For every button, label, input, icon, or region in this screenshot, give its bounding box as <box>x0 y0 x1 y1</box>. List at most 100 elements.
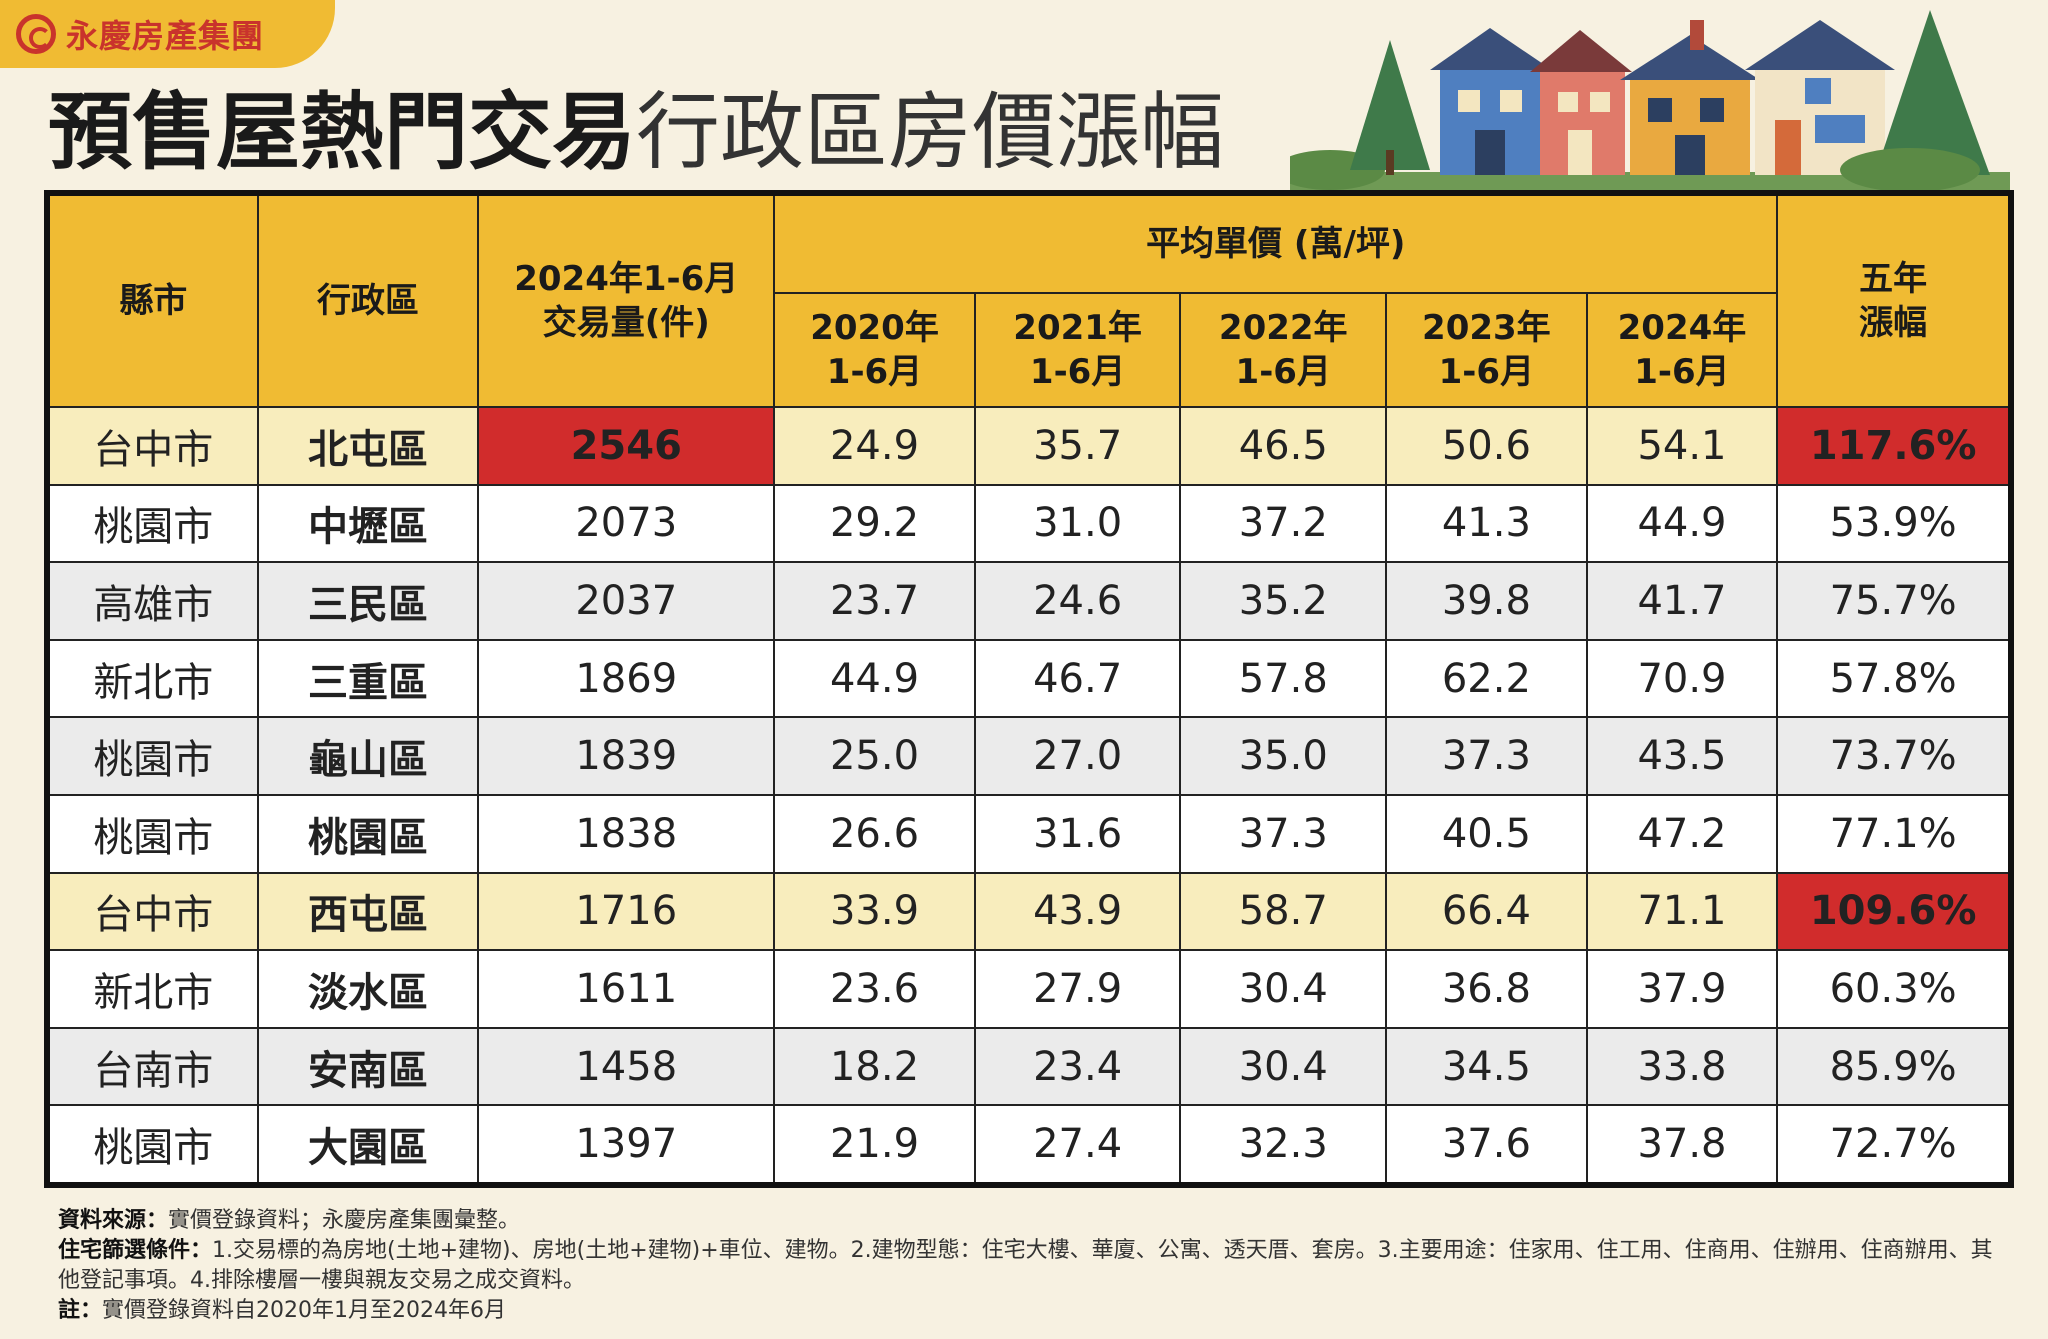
criteria-text: 1.交易標的為房地(土地+建物)、房地(土地+建物)+車位、建物。2.建物型態：… <box>58 1238 1993 1293</box>
cell-price-2020: 25.0 <box>773 716 976 796</box>
cell-price-2023: 37.3 <box>1385 716 1588 796</box>
cell-volume: 2037 <box>477 561 776 641</box>
cell-price-2023: 40.5 <box>1385 793 1588 874</box>
cell-price-2023: 62.2 <box>1385 638 1588 719</box>
brand-logo-icon <box>16 14 56 54</box>
cell-growth: 117.6% <box>1776 406 2012 486</box>
cell-growth: 75.7% <box>1776 561 2012 641</box>
cell-price-2020: 21.9 <box>773 1104 976 1186</box>
table-row: 桃園市 大園區 1397 21.9 27.4 32.3 37.6 37.8 72… <box>46 1104 2012 1186</box>
page-title: 預售屋熱門交易行政區房價漲幅 <box>48 84 1224 180</box>
table-row: 新北市 淡水區 1611 23.6 27.9 30.4 36.8 37.9 60… <box>46 949 2012 1029</box>
table-row: 台中市 西屯區 1716 33.9 43.9 58.7 66.4 71.1 10… <box>46 871 2012 952</box>
cell-price-2024: 37.8 <box>1585 1104 1779 1186</box>
cell-price-2020: 26.6 <box>773 793 976 874</box>
source-label: 資料來源： <box>58 1208 169 1233</box>
cell-volume: 1611 <box>477 949 776 1029</box>
footnote-source: 資料來源：實價登錄資料；永慶房產集團彙整。 <box>58 1206 2008 1236</box>
table-row: 台中市 北屯區 2546 24.9 35.7 46.5 50.6 54.1 11… <box>46 406 2012 486</box>
cell-price-2024: 37.9 <box>1585 949 1779 1029</box>
header-year-2024: 2024年 1-6月 <box>1585 292 1779 408</box>
brand-name: 永慶房產集團 <box>66 17 265 55</box>
source-text: 實價登錄資料；永慶房產集團彙整。 <box>168 1208 521 1233</box>
cell-district: 大園區 <box>256 1104 480 1186</box>
cell-price-2024: 71.1 <box>1585 871 1779 952</box>
cell-district: 中壢區 <box>256 483 480 564</box>
cell-price-2022: 35.0 <box>1179 716 1388 796</box>
criteria-label: 住宅篩選條件： <box>58 1238 213 1263</box>
header-district: 行政區 <box>256 192 480 408</box>
cell-county: 台中市 <box>46 871 259 952</box>
cell-county: 新北市 <box>46 638 259 719</box>
cell-growth: 57.8% <box>1776 638 2012 719</box>
cell-price-2023: 66.4 <box>1385 871 1588 952</box>
cell-county: 桃園市 <box>46 716 259 796</box>
title-light: 行政區房價漲幅 <box>636 83 1225 181</box>
header-volume: 2024年1-6月 交易量(件) <box>477 192 776 408</box>
cell-price-2021: 27.4 <box>973 1104 1182 1186</box>
cell-price-2023: 37.6 <box>1385 1104 1588 1186</box>
price-table: 縣市 行政區 2024年1-6月 交易量(件) 平均單價 (萬/坪) 五年 漲幅… <box>44 190 2014 1188</box>
cell-price-2021: 31.6 <box>973 793 1182 874</box>
table-row: 桃園市 桃園區 1838 26.6 31.6 37.3 40.5 47.2 77… <box>46 793 2012 874</box>
cell-district: 桃園區 <box>256 793 480 874</box>
cell-price-2024: 44.9 <box>1585 483 1779 564</box>
cell-price-2024: 54.1 <box>1585 406 1779 486</box>
cell-price-2024: 43.5 <box>1585 716 1779 796</box>
table-row: 桃園市 龜山區 1839 25.0 27.0 35.0 37.3 43.5 73… <box>46 716 2012 796</box>
cell-county: 台中市 <box>46 406 259 486</box>
cell-volume: 1839 <box>477 716 776 796</box>
brand-tab: 永慶房產集團 <box>0 0 335 68</box>
note-text: 實價登錄資料自2020年1月至2024年6月 <box>102 1298 506 1323</box>
cell-price-2020: 23.6 <box>773 949 976 1029</box>
cell-price-2024: 33.8 <box>1585 1026 1779 1107</box>
cell-price-2020: 23.7 <box>773 561 976 641</box>
header-year-2023: 2023年 1-6月 <box>1385 292 1588 408</box>
cell-volume: 1869 <box>477 638 776 719</box>
cell-volume: 1458 <box>477 1026 776 1107</box>
footnote-criteria: 住宅篩選條件：1.交易標的為房地(土地+建物)、房地(土地+建物)+車位、建物。… <box>58 1236 2008 1296</box>
houses-illustration-icon <box>1290 10 2010 190</box>
cell-district: 北屯區 <box>256 406 480 486</box>
cell-county: 桃園市 <box>46 483 259 564</box>
cell-district: 安南區 <box>256 1026 480 1107</box>
cell-county: 高雄市 <box>46 561 259 641</box>
cell-price-2020: 29.2 <box>773 483 976 564</box>
cell-growth: 53.9% <box>1776 483 2012 564</box>
cell-price-2022: 30.4 <box>1179 949 1388 1029</box>
cell-volume: 2546 <box>477 406 776 486</box>
cell-district: 淡水區 <box>256 949 480 1029</box>
cell-district: 西屯區 <box>256 871 480 952</box>
cell-price-2021: 24.6 <box>973 561 1182 641</box>
cell-county: 新北市 <box>46 949 259 1029</box>
cell-growth: 77.1% <box>1776 793 2012 874</box>
note-label: 註： <box>58 1298 103 1323</box>
cell-growth: 73.7% <box>1776 716 2012 796</box>
cell-price-2022: 37.3 <box>1179 793 1388 874</box>
cell-price-2024: 70.9 <box>1585 638 1779 719</box>
cell-price-2022: 32.3 <box>1179 1104 1388 1186</box>
cell-price-2020: 24.9 <box>773 406 976 486</box>
table-row: 新北市 三重區 1869 44.9 46.7 57.8 62.2 70.9 57… <box>46 638 2012 719</box>
cell-price-2023: 50.6 <box>1385 406 1588 486</box>
cell-volume: 1716 <box>477 871 776 952</box>
cell-price-2022: 35.2 <box>1179 561 1388 641</box>
header-county: 縣市 <box>46 192 259 408</box>
cell-county: 台南市 <box>46 1026 259 1107</box>
cell-volume: 1838 <box>477 793 776 874</box>
header-year-2022: 2022年 1-6月 <box>1179 292 1388 408</box>
cell-county: 桃園市 <box>46 1104 259 1186</box>
cell-growth: 60.3% <box>1776 949 2012 1029</box>
cell-price-2023: 36.8 <box>1385 949 1588 1029</box>
cell-county: 桃園市 <box>46 793 259 874</box>
cell-price-2021: 27.0 <box>973 716 1182 796</box>
cell-price-2022: 46.5 <box>1179 406 1388 486</box>
table-row: 高雄市 三民區 2037 23.7 24.6 35.2 39.8 41.7 75… <box>46 561 2012 641</box>
cell-price-2023: 41.3 <box>1385 483 1588 564</box>
table-row: 桃園市 中壢區 2073 29.2 31.0 37.2 41.3 44.9 53… <box>46 483 2012 564</box>
cell-price-2022: 58.7 <box>1179 871 1388 952</box>
cell-growth: 72.7% <box>1776 1104 2012 1186</box>
cell-volume: 1397 <box>477 1104 776 1186</box>
cell-price-2020: 44.9 <box>773 638 976 719</box>
cell-price-2022: 30.4 <box>1179 1026 1388 1107</box>
